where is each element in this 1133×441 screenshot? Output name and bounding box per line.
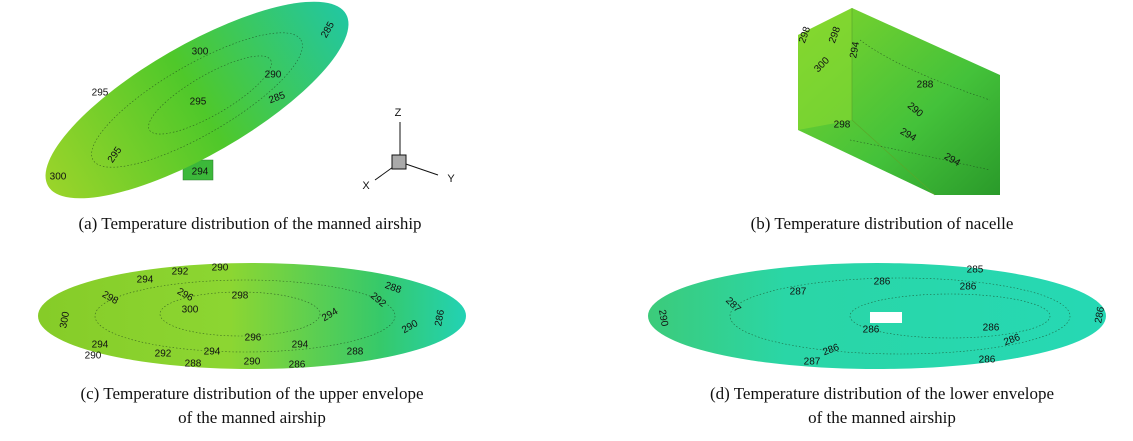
- contour-label: 294: [204, 347, 221, 358]
- contour-label: 294: [137, 275, 154, 286]
- contour-label: 298: [232, 291, 249, 302]
- panel-a: 300 285 290 295 295 285 295 294 300 (a) …: [45, 1, 422, 233]
- contour-label: 290: [265, 70, 282, 81]
- contour-label: 286: [433, 308, 447, 327]
- panel-b: 298 298 294 300 288 290 298 294 294 (b) …: [751, 8, 1014, 233]
- panel-d: 285 286 286 287 287 290 286 286 286 286 …: [648, 263, 1107, 427]
- contour-label: 295: [190, 97, 207, 108]
- caption: (c) Temperature distribution of the uppe…: [80, 384, 423, 403]
- contour-label: 300: [58, 310, 72, 329]
- contour-label: 287: [804, 357, 821, 368]
- contour-label: 286: [1093, 305, 1107, 324]
- upper-envelope: [38, 263, 466, 369]
- contour-label: 286: [289, 360, 306, 371]
- contour-label: 288: [347, 347, 364, 358]
- caption: of the manned airship: [178, 408, 326, 427]
- contour-label: 295: [92, 88, 109, 99]
- axis-label: Y: [447, 173, 455, 185]
- contour-label: 300: [182, 305, 199, 316]
- axis-label: X: [362, 180, 370, 192]
- caption: (b) Temperature distribution of nacelle: [751, 214, 1014, 233]
- contour-label: 290: [85, 351, 102, 362]
- contour-label: 288: [185, 359, 202, 370]
- contour-label: 286: [983, 323, 1000, 334]
- contour-label: 294: [848, 40, 862, 59]
- axis-triad: Z Y X: [362, 107, 455, 192]
- contour-label: 290: [656, 309, 670, 328]
- contour-label: 298: [834, 120, 851, 131]
- caption: of the manned airship: [808, 408, 956, 427]
- contour-label: 294: [292, 340, 309, 351]
- contour-label: 288: [917, 80, 934, 91]
- contour-label: 294: [92, 340, 109, 351]
- contour-label: 294: [192, 167, 209, 178]
- contour-label: 300: [192, 47, 209, 58]
- contour-label: 287: [790, 287, 807, 298]
- axis-label: Z: [395, 107, 402, 119]
- contour-label: 290: [212, 263, 229, 274]
- contour-label: 300: [50, 172, 67, 183]
- contour-label: 285: [967, 265, 984, 276]
- contour-label: 286: [960, 282, 977, 293]
- contour-label: 292: [172, 267, 189, 278]
- contour-label: 286: [979, 355, 996, 366]
- contour-label: 286: [874, 277, 891, 288]
- contour-label: 286: [863, 325, 880, 336]
- contour-label: 296: [245, 333, 262, 344]
- blank-patch: [870, 312, 902, 323]
- caption: (d) Temperature distribution of the lowe…: [710, 384, 1054, 403]
- contour-label: 292: [155, 349, 172, 360]
- panel-c: 290 294 292 298 296 298 300 288 292 294 …: [38, 263, 466, 427]
- caption: (a) Temperature distribution of the mann…: [78, 214, 421, 233]
- contour-label: 290: [244, 357, 261, 368]
- airship-body: [45, 1, 349, 199]
